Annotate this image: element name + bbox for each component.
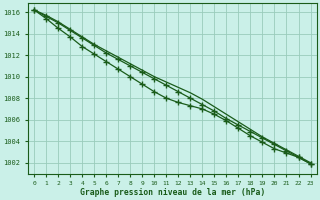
X-axis label: Graphe pression niveau de la mer (hPa): Graphe pression niveau de la mer (hPa) (80, 188, 265, 197)
